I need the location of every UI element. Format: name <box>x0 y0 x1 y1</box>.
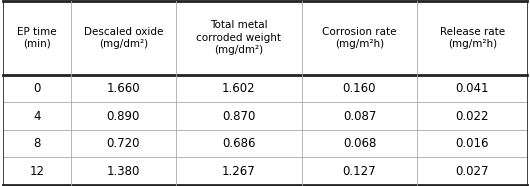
Text: 0.720: 0.720 <box>107 137 140 150</box>
Text: 0.027: 0.027 <box>455 165 489 178</box>
Text: 0.041: 0.041 <box>455 82 489 95</box>
Text: 0.870: 0.870 <box>222 110 255 123</box>
Text: 12: 12 <box>29 165 45 178</box>
Text: 0.016: 0.016 <box>455 137 489 150</box>
Text: Descaled oxide
(mg/dm²): Descaled oxide (mg/dm²) <box>84 27 163 49</box>
Text: 0.087: 0.087 <box>343 110 376 123</box>
Text: 8: 8 <box>33 137 40 150</box>
Text: Release rate
(mg/m²h): Release rate (mg/m²h) <box>440 27 505 49</box>
Text: Corrosion rate
(mg/m²h): Corrosion rate (mg/m²h) <box>322 27 396 49</box>
Text: EP time
(min): EP time (min) <box>17 27 57 49</box>
Text: 0.160: 0.160 <box>343 82 376 95</box>
Text: Total metal
corroded weight
(mg/dm²): Total metal corroded weight (mg/dm²) <box>196 20 281 55</box>
Text: 0: 0 <box>33 82 40 95</box>
Text: 1.267: 1.267 <box>222 165 255 178</box>
Text: 0.890: 0.890 <box>107 110 140 123</box>
Text: 0.127: 0.127 <box>342 165 376 178</box>
Text: 0.686: 0.686 <box>222 137 255 150</box>
Text: 0.068: 0.068 <box>343 137 376 150</box>
Text: 1.660: 1.660 <box>107 82 140 95</box>
Text: 1.602: 1.602 <box>222 82 255 95</box>
Text: 0.022: 0.022 <box>455 110 489 123</box>
Text: 4: 4 <box>33 110 40 123</box>
Text: 1.380: 1.380 <box>107 165 140 178</box>
